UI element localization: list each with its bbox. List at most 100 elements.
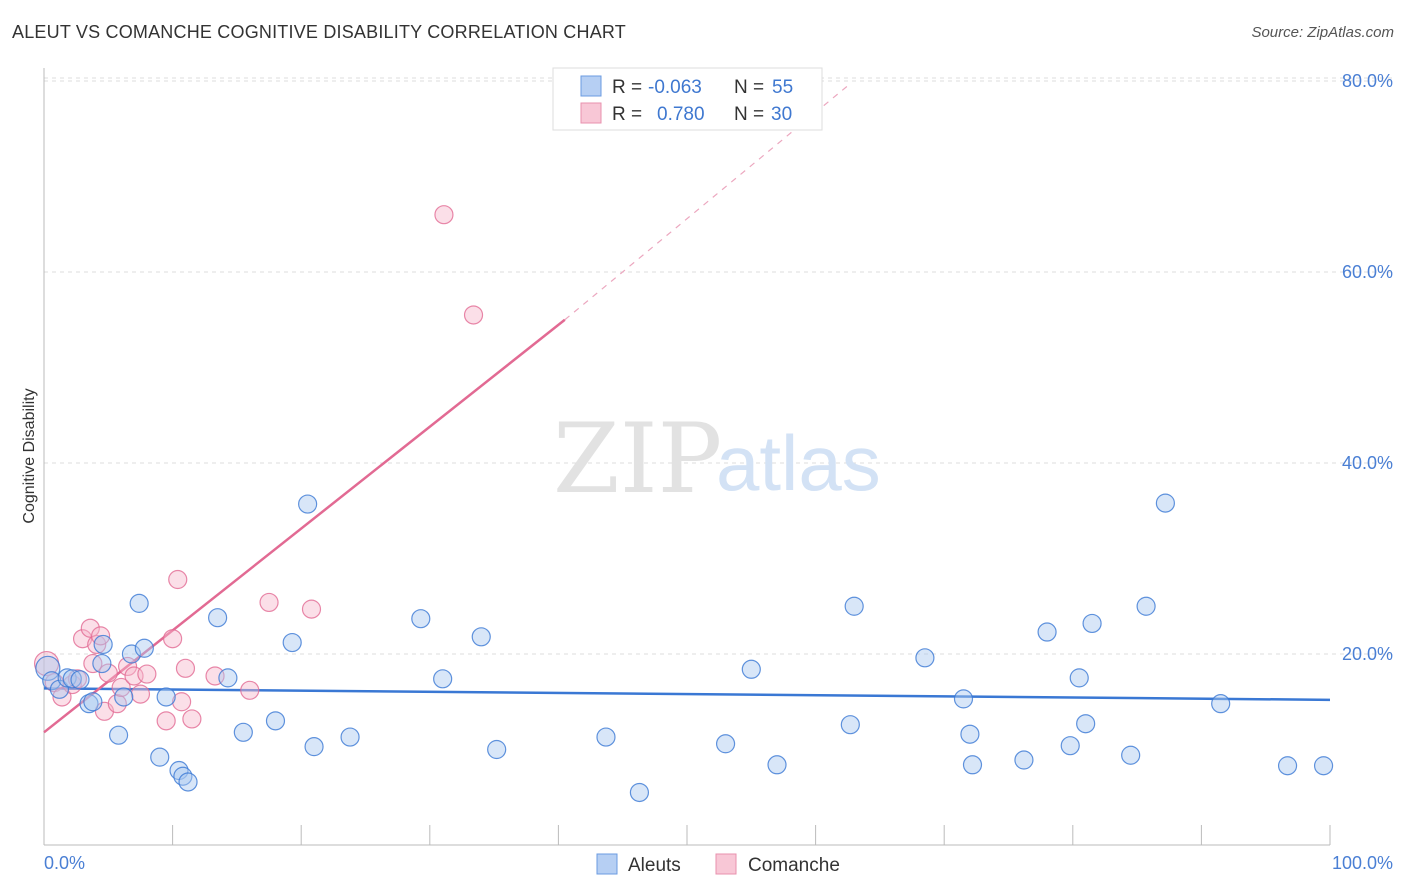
comanche-point-16	[130, 684, 151, 704]
aleut-point-42	[962, 755, 983, 775]
comanche-point-23	[182, 709, 202, 729]
aleut-point-30	[471, 627, 491, 647]
aleut-point-18	[173, 766, 193, 786]
aleut-point-52	[1211, 694, 1231, 714]
aleut-point-13	[129, 593, 149, 613]
watermark: ZIP atlas	[553, 403, 881, 515]
y-tick-label-80: 80.0%	[1342, 71, 1393, 91]
comanche-point-28	[434, 205, 454, 225]
legend-comanche-label: Comanche	[748, 855, 840, 876]
y-tick-labels: 20.0% 40.0% 60.0% 80.0%	[1342, 71, 1393, 664]
comanche-n-value: 30	[771, 104, 792, 125]
aleut-point-32	[596, 727, 616, 747]
aleut-point-11	[114, 687, 134, 707]
comanche-point-25	[240, 680, 260, 700]
comanche-point-14	[117, 656, 138, 677]
x-tick-marks	[172, 825, 1331, 845]
y-tick-label-20: 20.0%	[1342, 644, 1393, 664]
aleut-r-value: -0.063	[648, 77, 702, 98]
comanche-point-6	[80, 618, 100, 638]
aleut-point-26	[304, 737, 324, 757]
comanche-point-27	[301, 599, 322, 619]
data-points	[33, 205, 1334, 803]
watermark-atlas: atlas	[716, 419, 881, 507]
legend-comanche-swatch	[715, 853, 737, 875]
aleut-point-20	[208, 608, 228, 628]
aleut-point-25	[298, 494, 318, 514]
x-tick-label-100: 100.0%	[1332, 853, 1393, 873]
aleut-point-16	[156, 687, 176, 707]
aleut-point-14	[134, 638, 154, 658]
aleut-point-46	[1069, 668, 1089, 688]
aleut-point-23	[265, 711, 286, 731]
comanche-point-20	[168, 569, 188, 590]
aleut-point-29	[433, 669, 453, 689]
comanche-point-11	[98, 663, 118, 683]
legend-aleut-label: Aleuts	[628, 855, 681, 876]
aleut-point-45	[1060, 736, 1080, 756]
aleut-point-34	[715, 734, 736, 754]
aleut-point-7	[83, 692, 103, 712]
aleut-point-31	[487, 739, 507, 760]
comanche-point-19	[163, 629, 183, 649]
comanche-n-label: N =	[734, 104, 764, 125]
aleut-point-51	[1155, 493, 1175, 513]
source-label: Source: ZipAtlas.com	[1251, 24, 1394, 41]
aleut-point-33	[629, 782, 650, 803]
legend-aleut-swatch	[596, 853, 618, 875]
series-legend: Aleuts Comanche	[596, 853, 840, 876]
x-tick-label-0: 0.0%	[44, 853, 85, 873]
aleut-point-41	[960, 724, 980, 744]
aleut-point-0	[35, 655, 61, 681]
comanche-point-26	[259, 592, 279, 613]
aleut-point-28	[411, 609, 431, 629]
aleut-r-label: R =	[612, 77, 642, 98]
comanche-point-22	[175, 658, 196, 678]
aleut-point-49	[1121, 745, 1141, 765]
y-tick-label-60: 60.0%	[1342, 262, 1393, 282]
aleut-n-value: 55	[772, 77, 793, 98]
aleut-point-40	[953, 689, 974, 709]
aleut-point-44	[1037, 622, 1057, 642]
aleut-trend-line	[43, 687, 1331, 702]
aleut-n-label: N =	[734, 77, 764, 98]
aleut-point-50	[1136, 596, 1156, 616]
aleut-point-21	[218, 668, 238, 688]
aleut-swatch	[580, 75, 602, 97]
aleut-point-15	[150, 747, 170, 767]
aleut-point-5	[70, 670, 90, 690]
aleut-point-24	[282, 632, 302, 653]
aleut-point-37	[840, 715, 860, 735]
aleut-point-39	[915, 648, 935, 668]
aleut-point-35	[741, 659, 761, 679]
comanche-point-2	[52, 687, 72, 707]
comanche-swatch	[580, 102, 602, 124]
stats-legend: R = -0.063 N = 55 R = 0.780 N = 30	[552, 67, 823, 131]
aleut-point-48	[1082, 613, 1102, 634]
y-tick-label-40: 40.0%	[1342, 453, 1393, 473]
aleut-point-53	[1277, 756, 1298, 776]
aleut-point-27	[340, 727, 360, 747]
comanche-point-29	[463, 305, 484, 325]
comanche-point-18	[156, 711, 176, 731]
gridlines	[44, 77, 1393, 655]
aleut-point-47	[1076, 714, 1096, 734]
aleut-point-10	[108, 725, 129, 745]
aleut-point-2	[49, 679, 70, 699]
chart-title: ALEUT VS COMANCHE COGNITIVE DISABILITY C…	[12, 22, 626, 42]
comanche-r-label: R =	[612, 104, 642, 125]
aleut-point-8	[92, 653, 112, 674]
aleut-point-36	[767, 755, 787, 775]
aleut-point-43	[1014, 750, 1034, 770]
aleut-point-4	[62, 669, 82, 689]
y-axis-label: Cognitive Disability	[21, 388, 38, 523]
watermark-zip: ZIP	[553, 403, 722, 515]
aleut-point-9	[93, 634, 113, 655]
comanche-point-21	[172, 692, 192, 712]
comanche-r-value: 0.780	[657, 104, 705, 125]
aleut-point-54	[1313, 756, 1334, 776]
aleut-point-38	[844, 596, 864, 616]
comanche-point-17	[137, 664, 157, 684]
aleut-point-19	[178, 772, 198, 792]
